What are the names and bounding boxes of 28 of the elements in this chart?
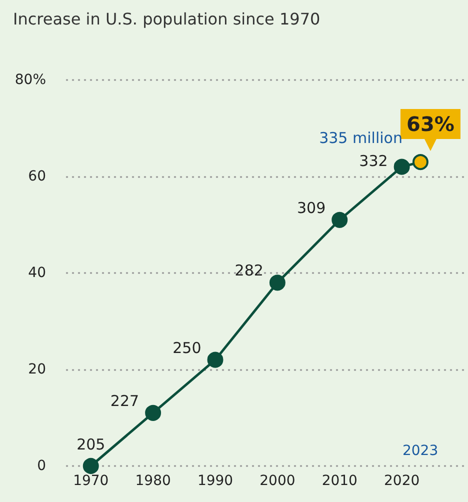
annotation: 335 million — [319, 129, 402, 148]
point — [332, 212, 348, 228]
y-tick-label: 60 — [28, 168, 46, 184]
y-tick-label: 0 — [37, 458, 46, 474]
annotation: 250 — [172, 338, 202, 357]
annotation: 332 — [359, 152, 388, 170]
chart-title: Increase in U.S. population since 1970 — [13, 10, 320, 28]
point — [145, 404, 162, 421]
y-tick-label: 40 — [28, 265, 46, 281]
y-tick-label: 20 — [28, 362, 46, 378]
annotation: 282 — [234, 262, 264, 280]
annotation: 205 — [76, 436, 106, 454]
point — [412, 154, 428, 170]
point — [207, 352, 224, 368]
point — [82, 458, 99, 474]
point — [269, 274, 286, 291]
x-tick-label: 2010 — [322, 473, 358, 489]
annotation: 2023 — [402, 443, 438, 459]
annotation: 309 — [296, 198, 326, 217]
x-tick-label: 2000 — [260, 473, 296, 489]
x-tick-label: 1980 — [135, 473, 171, 489]
annotation: 63% — [406, 112, 454, 136]
x-tick-label: 1990 — [197, 473, 234, 489]
x-tick-label: 2020 — [384, 473, 420, 489]
y-tick-label: 80% — [14, 72, 46, 88]
annotation: 227 — [110, 392, 140, 410]
x-tick-label: 1970 — [73, 473, 109, 489]
point — [394, 158, 410, 175]
